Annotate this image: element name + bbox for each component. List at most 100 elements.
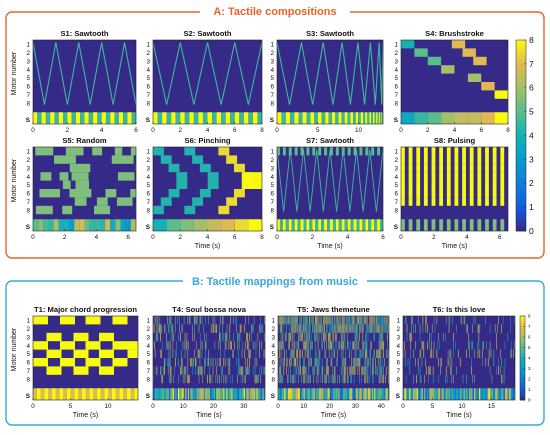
heat-cell (466, 375, 467, 383)
heat-cell (447, 155, 451, 163)
heat-cell (449, 316, 450, 324)
summary-cell (409, 219, 413, 231)
heat-cell (330, 333, 331, 341)
heat-cell (206, 341, 207, 349)
heat-cell (232, 375, 233, 383)
summary-cell (280, 388, 281, 400)
heat-cell (477, 189, 481, 197)
heat-cell (40, 189, 61, 197)
heat-cell (364, 375, 365, 383)
heat-cell (480, 324, 481, 332)
heat-cell (309, 350, 310, 358)
heat-cell (334, 375, 335, 383)
summary-cell (290, 388, 291, 400)
summary-cell (413, 388, 414, 400)
heat-cell (338, 316, 339, 324)
heat-cell (222, 366, 223, 374)
summary-cell (440, 388, 441, 400)
heat-cell (376, 350, 377, 358)
heat-cell (424, 172, 428, 180)
heat-cell (171, 316, 172, 324)
heat-cell (97, 197, 108, 205)
summary-cell (437, 388, 438, 400)
summary-cell (339, 112, 342, 124)
heat-cell (443, 333, 444, 341)
heat-cell (92, 147, 102, 155)
y-tick-label: 4 (270, 67, 274, 74)
summary-cell (289, 388, 290, 400)
summary-cell (224, 388, 225, 400)
heat-cell (229, 366, 230, 374)
heat-cell (118, 172, 135, 180)
x-tick-label: 0 (151, 234, 155, 241)
colorbar-segment (516, 167, 526, 171)
heat-cell (237, 341, 238, 349)
summary-cell (455, 388, 456, 400)
heat-cell (366, 333, 367, 341)
heat-cell (300, 324, 301, 332)
heat-cell (423, 324, 424, 332)
y-tick-label: 3 (271, 334, 275, 341)
heat-cell (505, 358, 506, 366)
heat-cell (381, 358, 382, 366)
y-tick-label: 3 (26, 58, 30, 65)
summary-cell (102, 112, 106, 124)
heat-cell (335, 324, 336, 332)
heat-cell (382, 366, 383, 374)
summary-cell (468, 388, 469, 400)
summary-cell (432, 219, 436, 231)
summary-cell (176, 112, 181, 124)
summary-cell (198, 388, 199, 400)
heat-cell (192, 324, 193, 332)
heat-cell (264, 366, 265, 374)
heat-cell (176, 172, 187, 180)
heat-cell (336, 147, 339, 155)
colorbar-segment (520, 316, 525, 318)
heat-cell (374, 324, 375, 332)
heat-cell (410, 333, 411, 341)
summary-cell (78, 388, 82, 400)
summary-cell (481, 112, 494, 124)
heat-cell (347, 375, 348, 383)
x-tick-label: 0 (31, 234, 35, 241)
heat-cell (354, 316, 355, 324)
heat-cell (74, 366, 89, 374)
heat-cell (348, 316, 349, 324)
heat-cell (421, 375, 422, 383)
heat-cell (292, 375, 293, 383)
heat-cell (230, 316, 231, 324)
heat-cell (360, 350, 361, 358)
heat-cell (468, 74, 481, 82)
heat-cell (319, 366, 320, 374)
heat-cell (365, 350, 366, 358)
colorbar-segment (516, 65, 526, 69)
heat-cell (332, 358, 333, 366)
heat-cell (469, 341, 470, 349)
heat-cell (383, 316, 384, 324)
heat-cell (289, 358, 290, 366)
heat-cell (485, 172, 489, 180)
summary-cell (260, 388, 261, 400)
heat-cell (344, 341, 345, 349)
summary-cell (303, 112, 307, 124)
heat-cell (344, 333, 345, 341)
heat-cell (244, 350, 245, 358)
heat-cell (304, 341, 305, 349)
summary-cell (168, 388, 169, 400)
x-tick-label: 40 (378, 403, 386, 410)
summary-cell (457, 388, 458, 400)
heat-cell (321, 316, 322, 324)
summary-cell (153, 219, 167, 231)
heat-cell (192, 155, 203, 163)
heat-cell (200, 350, 201, 358)
summary-cell (257, 112, 262, 124)
heat-cell (317, 358, 318, 366)
heat-cell (410, 333, 411, 341)
summary-cell (486, 388, 487, 400)
heat-cell (284, 366, 285, 374)
heat-cell (296, 316, 297, 324)
summary-cell (48, 388, 52, 400)
heat-cell (424, 350, 425, 358)
heat-cell (433, 375, 434, 383)
heat-cell (428, 57, 441, 65)
